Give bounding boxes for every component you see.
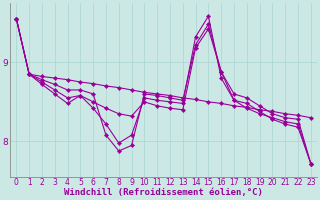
X-axis label: Windchill (Refroidissement éolien,°C): Windchill (Refroidissement éolien,°C) [64, 188, 263, 197]
